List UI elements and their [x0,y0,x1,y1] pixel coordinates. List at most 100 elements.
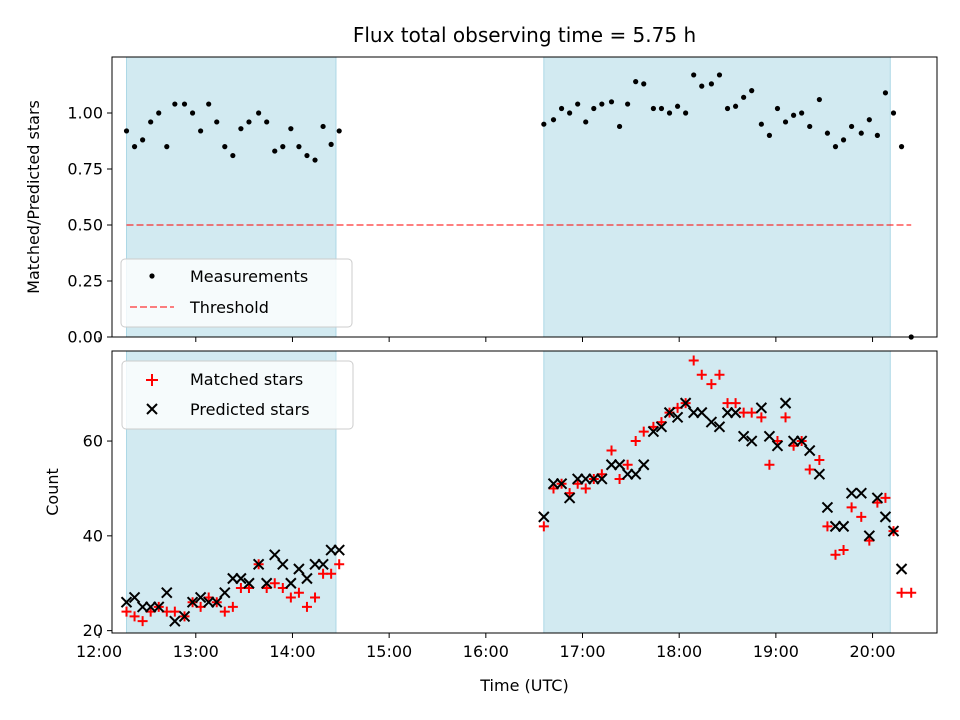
measurement-point [198,128,204,134]
measurement-point [140,137,146,143]
measurement-point [558,105,565,112]
predicted-star-point [613,459,626,471]
measurement-point [230,152,236,159]
matched-star-point [838,545,849,556]
measurement-point [206,101,212,107]
measurement-point [148,119,154,125]
matched-star-point [129,611,140,622]
matched-star-point [804,464,815,475]
predicted-star-point [895,563,908,575]
predicted-star-point [277,558,289,570]
matched-star-point [706,379,717,390]
predicted-star-point [871,492,884,504]
measurement-point [774,105,781,112]
measurement-point [807,123,813,130]
matched-star-point [606,445,617,456]
observing-window-2 [543,56,891,338]
count-y-ticks: 20 40 60 [83,432,112,640]
legend-marker-measurements [149,273,155,279]
measurement-point [708,81,715,87]
matched-star-point [137,616,148,627]
measurement-point [131,144,138,150]
measurement-point [749,88,755,94]
matched-star-point [334,559,345,570]
measurement-point [181,101,188,107]
measurement-point [874,132,880,138]
legend-label-measurements: Measurements [190,267,308,286]
measurement-point [674,103,681,109]
x-axis-label: Time (UTC) [479,676,568,695]
predicted-star-point [671,411,684,424]
count-series [120,355,917,627]
predicted-star-point [153,601,165,613]
matched-star-point [580,483,591,494]
predicted-star-point [629,468,642,480]
ratio-panel: 0.00 0.25 0.50 0.75 1.00 Flux total observin… [24,23,938,347]
matched-star-point [301,601,312,612]
measurement-point [699,83,705,89]
measurement-point [866,117,872,123]
matched-star-point [622,459,633,470]
predicted-star-point [696,406,708,419]
measurement-point [156,110,162,116]
matched-star-point [814,455,825,466]
predicted-star-point [737,430,750,443]
y-tick-label: 40 [83,526,103,545]
x-tick-label: 12:00 [76,642,122,661]
matched-star-point [756,412,767,423]
measurement-point [189,110,196,116]
predicted-star-point [120,596,133,608]
measurement-point [256,110,262,116]
matched-star-point [169,606,180,617]
measurement-point [591,105,597,112]
matched-star-point [730,398,741,409]
matched-star-point [630,436,641,447]
legend-label-matched: Matched stars [190,370,303,389]
predicted-star-point [745,435,758,447]
predicted-star-point [194,591,207,604]
predicted-star-point [879,511,892,523]
x-tick-label: 20:00 [849,642,895,661]
predicted-star-point [855,487,867,499]
matched-star-point [696,369,707,380]
predicted-star-point [235,572,247,585]
predicted-star-point [186,596,199,608]
matched-star-point [846,502,857,513]
measurement-point [320,123,326,130]
measurement-point [541,121,547,127]
measurement-point [222,144,228,150]
measurement-point [296,144,302,150]
y-tick-label: 20 [83,621,103,640]
measurement-point [858,130,864,136]
predicted-star-point [795,435,808,447]
ratio-legend: Measurements Threshold [120,258,353,328]
predicted-star-point [863,530,876,542]
ratio-axes-frame [111,56,938,338]
measurement-point [336,128,342,134]
measurement-point [304,152,310,159]
predicted-star-point [178,610,191,623]
measurement-point [616,123,623,130]
measurement-point [816,96,822,103]
count-panel: 20 40 60 12:00 13:00 14:00 15:00 16:00 17:00 18:… [43,350,938,695]
measurement-point [272,148,278,154]
measurements-series [123,72,914,340]
measurement-point [782,119,789,125]
measurement-point [882,90,889,96]
measurement-point [848,123,855,130]
matched-star-point [219,606,230,617]
measurement-point [766,132,773,138]
y-tick-label: 0.75 [67,160,103,179]
matched-star-point [830,549,841,560]
count-x-ticks: 12:00 13:00 14:00 15:00 16:00 17:00 18:00 19:00… [76,633,896,661]
matched-star-point [822,521,833,532]
predicted-star-point [763,430,776,443]
measurement-point [790,112,797,118]
count-axes-frame [111,350,938,634]
predicted-star-point [771,440,784,452]
chart-title: Flux total observing time = 5.75 h [353,23,696,47]
measurement-point [575,101,581,107]
measurement-point [832,144,839,150]
measurement-point [650,105,657,112]
predicted-star-point [285,577,297,589]
